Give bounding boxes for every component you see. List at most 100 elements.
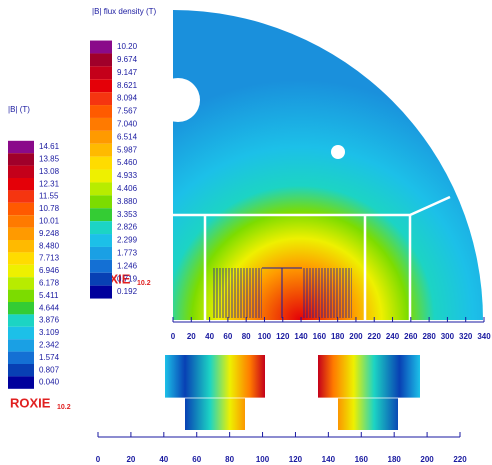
- legend-label: 6.514: [117, 132, 138, 141]
- color-swatch: [8, 352, 34, 364]
- color-swatch: [90, 92, 112, 105]
- x-tick-label: 160: [313, 332, 327, 341]
- color-swatch: [8, 228, 34, 240]
- x-tick-label: 100: [258, 332, 272, 341]
- x-tick-label: 260: [404, 332, 418, 341]
- x-tick-label: 180: [388, 455, 402, 464]
- x-tick-label: 60: [192, 455, 201, 464]
- color-swatch: [8, 178, 34, 190]
- x-tick-label: 120: [289, 455, 303, 464]
- color-swatch: [8, 153, 34, 165]
- legend-label: 0.719: [117, 274, 138, 283]
- coil-block: [212, 268, 262, 318]
- field-map: [318, 355, 420, 430]
- brand-version: 10.2: [137, 280, 151, 287]
- x-tick-label: 20: [187, 332, 196, 341]
- legend-label: 7.567: [117, 107, 138, 116]
- x-tick-label: 20: [126, 455, 135, 464]
- legend-label: 0.807: [39, 365, 60, 374]
- legend-label: 1.773: [117, 249, 138, 258]
- x-tick-label: 0: [171, 332, 176, 341]
- legend-label: 0.040: [39, 378, 60, 387]
- x-tick-label: 100: [256, 455, 270, 464]
- legend-label: 3.876: [39, 316, 60, 325]
- legend-label: 8.480: [39, 241, 60, 250]
- legend-label: 10.01: [39, 217, 60, 226]
- x-tick-label: 0: [96, 455, 101, 464]
- color-swatch: [90, 66, 112, 79]
- color-swatch: [90, 182, 112, 195]
- legend-label: 5.460: [117, 158, 138, 167]
- field-map: [165, 355, 265, 430]
- color-swatch: [90, 53, 112, 66]
- legend-label: 10.20: [117, 42, 138, 51]
- legend-label: 3.109: [39, 328, 60, 337]
- color-swatch: [90, 144, 112, 157]
- legend-label: 3.353: [117, 210, 138, 219]
- color-swatch: [90, 41, 112, 54]
- x-tick-label: 40: [205, 332, 214, 341]
- legend-label: 10.78: [39, 204, 60, 213]
- legend-title: |B| flux density (T): [92, 7, 157, 16]
- color-swatch: [90, 208, 112, 221]
- x-tick-label: 300: [441, 332, 455, 341]
- color-swatch: [8, 327, 34, 339]
- x-tick-label: 220: [368, 332, 382, 341]
- legend-label: 6.178: [39, 279, 60, 288]
- color-swatch: [90, 234, 112, 247]
- legend-label: 9.674: [117, 55, 138, 64]
- color-swatch: [8, 166, 34, 178]
- color-swatch: [90, 105, 112, 118]
- legend-label: 13.85: [39, 155, 60, 164]
- legend-label: 9.147: [117, 68, 138, 77]
- legend-label: 14.61: [39, 142, 60, 151]
- legend-label: 1.574: [39, 353, 60, 362]
- color-swatch: [90, 131, 112, 144]
- x-tick-label: 160: [355, 455, 369, 464]
- color-swatch: [90, 247, 112, 260]
- legend-label: 6.946: [39, 266, 60, 275]
- color-swatch: [8, 240, 34, 252]
- color-swatch: [8, 265, 34, 277]
- x-tick-label: 120: [276, 332, 290, 341]
- legend-label: 2.299: [117, 236, 138, 245]
- color-swatch: [8, 252, 34, 264]
- x-tick-label: 220: [453, 455, 467, 464]
- x-tick-label: 40: [159, 455, 168, 464]
- hole: [331, 145, 345, 159]
- color-swatch: [90, 260, 112, 273]
- x-tick-label: 180: [331, 332, 345, 341]
- x-tick-label: 240: [386, 332, 400, 341]
- hole: [156, 78, 200, 122]
- legend-label: 4.406: [117, 184, 138, 193]
- color-swatch: [90, 286, 112, 299]
- x-tick-label: 280: [422, 332, 436, 341]
- x-tick-label: 320: [459, 332, 473, 341]
- x-tick-label: 340: [477, 332, 491, 341]
- color-swatch: [8, 215, 34, 227]
- color-swatch: [8, 290, 34, 302]
- color-swatch: [90, 195, 112, 208]
- color-swatch: [8, 339, 34, 351]
- legend-label: 7.713: [39, 254, 60, 263]
- legend-label: 13.08: [39, 167, 60, 176]
- color-swatch: [8, 376, 34, 388]
- legend-label: 9.248: [39, 229, 60, 238]
- legend-label: 0.192: [117, 287, 138, 296]
- x-tick-label: 140: [294, 332, 308, 341]
- legend-title: |B| (T): [8, 105, 30, 114]
- color-swatch: [90, 79, 112, 92]
- color-swatch: [90, 273, 112, 286]
- x-tick-label: 140: [322, 455, 336, 464]
- color-swatch: [8, 302, 34, 314]
- legend-label: 7.040: [117, 120, 138, 129]
- legend-label: 5.411: [39, 291, 59, 300]
- legend-label: 3.880: [117, 197, 138, 206]
- legend-label: 1.246: [117, 261, 138, 270]
- color-swatch: [90, 157, 112, 170]
- legend-label: 2.826: [117, 223, 138, 232]
- coil-block: [302, 268, 352, 318]
- x-tick-label: 60: [223, 332, 232, 341]
- color-swatch: [90, 221, 112, 234]
- color-swatch: [90, 118, 112, 131]
